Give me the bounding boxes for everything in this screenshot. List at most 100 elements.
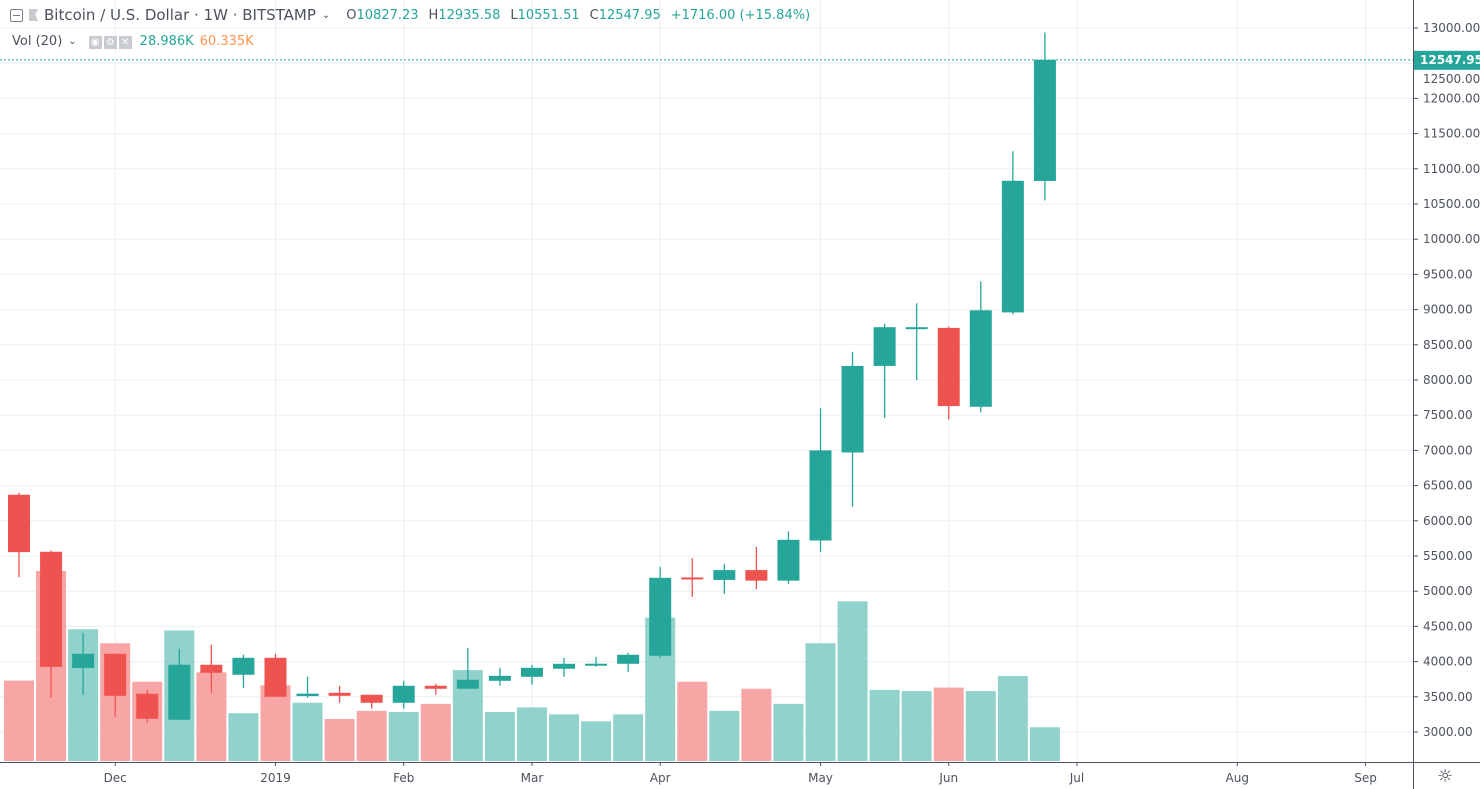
volume-bar [484, 712, 515, 761]
candles [8, 32, 1056, 723]
y-tick-label: 3000.00 [1423, 725, 1473, 739]
volume-bar [997, 675, 1028, 761]
candle-body [328, 692, 351, 696]
volume-label[interactable]: Vol (20) [12, 34, 63, 49]
candle-body [777, 539, 800, 581]
y-tick-label: 8500.00 [1423, 338, 1473, 352]
candle-body [553, 663, 576, 669]
y-tick-label: 6500.00 [1423, 479, 1473, 493]
candle-body [456, 679, 479, 689]
y-tick-label: 9500.00 [1423, 267, 1473, 281]
candle-body [200, 664, 223, 673]
candle-body [969, 310, 992, 407]
volume-value: 28.986K [139, 34, 194, 49]
x-tick-label: Apr [650, 771, 671, 785]
candle-body [937, 327, 960, 407]
y-tick-label: 12500.00 [1423, 72, 1480, 86]
last-price-label: 12547.95 [1420, 53, 1480, 67]
chevron-down-icon[interactable]: ⌄ [68, 36, 77, 47]
y-tick-label: 9000.00 [1423, 303, 1473, 317]
flag-icon[interactable] [29, 9, 38, 21]
volume-bar [933, 687, 964, 761]
candle-body [104, 653, 127, 696]
y-tick-label: 4000.00 [1423, 655, 1473, 669]
candle-body [873, 327, 896, 366]
candle-body [232, 657, 255, 675]
time-axis[interactable]: Dec 2019 Feb Mar Apr May Jun Jul Aug Sep [0, 762, 1480, 785]
candle-body [713, 570, 736, 580]
x-tick-label: May [808, 771, 833, 785]
chart-settings-gear-icon[interactable]: ☼ [1437, 766, 1454, 787]
x-tick-label: Jul [1069, 771, 1084, 785]
close-icon[interactable]: ✕ [118, 36, 132, 49]
last-price-badge [1414, 50, 1480, 70]
price-axis[interactable]: 3000.00 3500.00 4000.00 4500.00 5000.00 5500.… [1413, 0, 1480, 789]
x-tick-label: Sep [1354, 771, 1377, 785]
candle-body [1001, 180, 1024, 313]
close-value: 12547.95 [598, 7, 661, 23]
low-label: L [510, 7, 518, 23]
y-tick-label: 13000.00 [1423, 21, 1480, 35]
candle-body [136, 693, 159, 719]
candle-body [360, 694, 383, 703]
candle-body [745, 570, 768, 581]
candle-body [681, 577, 704, 580]
volume-bar [773, 703, 804, 761]
eye-icon[interactable]: ◉ [88, 36, 102, 49]
x-tick-label: Mar [521, 771, 544, 785]
candle-body [649, 577, 672, 656]
collapse-icon[interactable] [10, 8, 23, 22]
gear-icon[interactable]: ⚙ [103, 36, 117, 49]
symbol-title[interactable]: Bitcoin / U.S. Dollar · 1W · BITSTAMP [44, 6, 316, 24]
volume-legend: Vol (20) ⌄ ◉ ⚙ ✕ 28.986K 60.335K [12, 34, 254, 49]
open-label: O [346, 7, 357, 23]
grid [0, 0, 1413, 762]
volume-bar [581, 721, 612, 761]
volume-bar [805, 643, 836, 761]
candle-body [40, 551, 63, 667]
volume-bar [388, 712, 419, 761]
y-tick-label: 10000.00 [1423, 232, 1480, 246]
candle-body [168, 664, 191, 720]
candle-body [1033, 59, 1056, 181]
y-tick-label: 7000.00 [1423, 443, 1473, 457]
volume-bar [709, 710, 740, 761]
candle-body [905, 327, 928, 330]
candle-body [488, 675, 511, 681]
y-tick-label: 11000.00 [1423, 162, 1480, 176]
y-tick-label: 6000.00 [1423, 514, 1473, 528]
high-label: H [428, 7, 439, 23]
candle-body [520, 667, 543, 677]
volume-bar [869, 689, 900, 761]
volume-bar [420, 703, 451, 761]
low-value: 10551.51 [517, 7, 580, 23]
candle-body [264, 657, 287, 697]
candle-body [424, 685, 447, 689]
volume-bar [549, 714, 580, 761]
ohlc-values: O10827.23 H12935.58 L10551.51 C12547.95 … [346, 8, 810, 23]
volume-bar [613, 714, 644, 761]
volume-bar [837, 601, 868, 761]
volume-bar [292, 702, 323, 761]
candle-body [617, 654, 640, 664]
volume-bar [260, 685, 291, 761]
close-label: C [589, 7, 599, 23]
y-tick-label: 3500.00 [1423, 690, 1473, 704]
volume-ma-value: 60.335K [199, 34, 254, 49]
x-tick-label: Jun [938, 771, 958, 785]
symbol-legend: Bitcoin / U.S. Dollar · 1W · BITSTAMP ⌄ … [10, 6, 810, 24]
volume-bar [356, 710, 387, 761]
chevron-down-icon[interactable]: ⌄ [321, 9, 331, 21]
x-tick-label: Dec [104, 771, 127, 785]
open-value: 10827.23 [356, 7, 419, 23]
volume-bar [228, 713, 259, 761]
candle-body [392, 685, 415, 703]
volume-bars [4, 571, 1060, 761]
candle-body [296, 693, 319, 697]
volume-bar [1029, 727, 1060, 761]
y-tick-label: 12000.00 [1423, 91, 1480, 105]
x-tick-label: Aug [1226, 771, 1249, 785]
volume-bar [4, 680, 34, 761]
y-tick-label: 4500.00 [1423, 619, 1473, 633]
